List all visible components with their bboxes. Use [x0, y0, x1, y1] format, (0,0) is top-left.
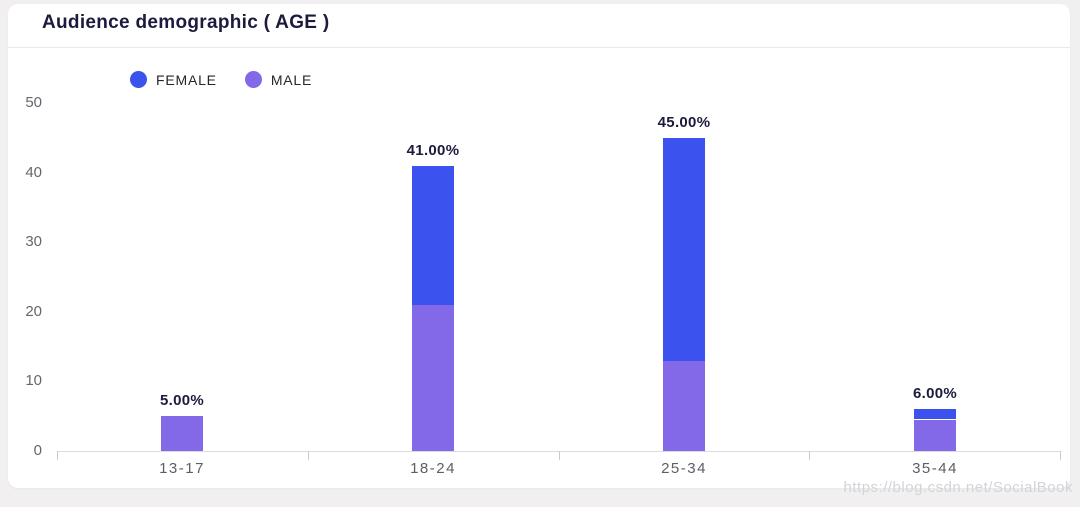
chart-title: Audience demographic ( AGE ) [42, 12, 330, 33]
bar-total-label-18-24: 41.00% [406, 142, 460, 159]
x-axis-tick [809, 451, 810, 460]
legend-label: MALE [270, 71, 313, 88]
x-axis-label-35-44: 35-44 [912, 460, 958, 477]
x-axis-line [57, 451, 1060, 452]
y-axis-label-0: 0 [33, 442, 42, 459]
y-axis-label-50: 50 [25, 94, 42, 111]
bar-segment-female-25-34[interactable] [663, 138, 705, 361]
x-axis-label-13-17: 13-17 [159, 460, 205, 477]
legend-item-male[interactable]: MALE [244, 71, 313, 88]
bar-segment-male-18-24[interactable] [412, 305, 454, 451]
header-divider [8, 47, 1070, 48]
y-axis-label-20: 20 [25, 302, 42, 320]
x-axis-label-18-24: 18-24 [410, 460, 456, 477]
chart-legend: FEMALE MALE [130, 71, 312, 88]
bar-total-label-13-17: 5.00% [159, 392, 205, 409]
bar-segment-male-35-44[interactable] [914, 420, 956, 451]
x-axis-tick [559, 451, 560, 460]
chart-card [8, 4, 1070, 488]
bar-segment-female-35-44[interactable] [914, 409, 956, 419]
bar-total-label-25-34: 45.00% [657, 114, 711, 131]
x-axis-tick [308, 451, 309, 460]
x-axis-tick [57, 451, 58, 460]
bar-total-label-35-44: 6.00% [912, 385, 958, 402]
legend-item-female[interactable]: FEMALE [130, 71, 217, 88]
legend-dot-male [244, 71, 262, 88]
watermark-text: https://blog.csdn.net/SocialBook [843, 479, 1073, 496]
legend-dot-female [130, 71, 147, 88]
bar-segment-male-25-34[interactable] [663, 361, 705, 451]
y-axis-label-30: 30 [25, 233, 42, 251]
bar-segment-male-13-17[interactable] [161, 416, 203, 451]
x-axis-label-25-34: 25-34 [661, 460, 707, 477]
y-axis-label-40: 40 [25, 163, 42, 181]
bar-segment-female-18-24[interactable] [412, 166, 454, 305]
y-axis-label-10: 10 [25, 372, 42, 390]
legend-label: FEMALE [156, 71, 217, 88]
x-axis-tick [1060, 451, 1061, 460]
